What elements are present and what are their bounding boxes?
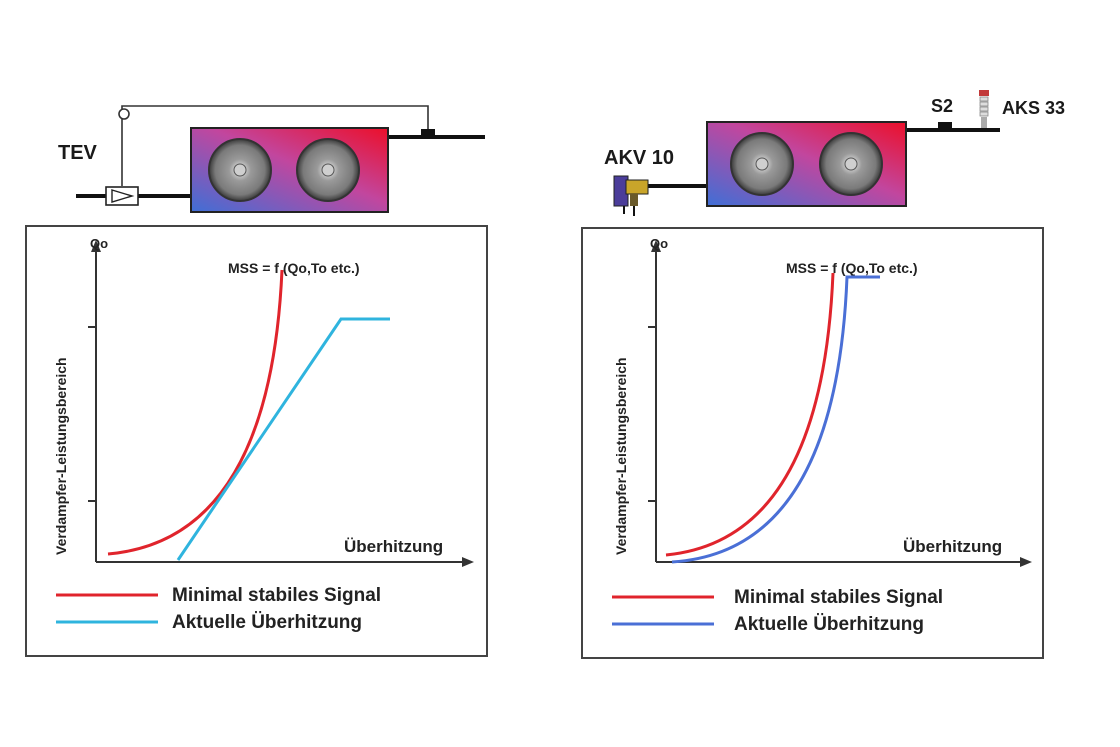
left-chart: Qo Verdampfer-Leistungsbereich Überhitzu… [53,236,474,633]
left-bulb [118,108,130,120]
s2-sensor [938,122,952,130]
left-x-axis-arrow [462,557,474,567]
right-fan-1-icon [730,132,794,196]
right-chart: Qo Verdampfer-Leistungsbereich Überhitzu… [612,236,1032,635]
left-system: TEV [58,105,485,213]
s2-label: S2 [931,96,953,116]
left-mss-curve [107,269,284,556]
right-legend-mss-label: Minimal stabiles Signal [734,587,943,608]
right-system: AKV 10 S2 AKS 33 [604,90,1065,216]
left-y-axis-label: Verdampfer-Leistungsbereich [53,357,69,555]
left-chart-frame [25,225,488,657]
right-mss-curve [665,272,835,557]
tev-label: TEV [58,142,98,164]
aks33-transmitter-icon [979,90,989,128]
left-fan-2-icon [296,138,360,202]
right-y-axis-arrow [651,240,661,252]
right-evaporator [706,121,907,207]
left-x-axis-label: Überhitzung [344,537,443,556]
left-legend-superheat-label: Aktuelle Überhitzung [172,612,362,633]
right-x-axis-label: Überhitzung [903,537,1002,556]
right-y-axis-top-label: Qo [650,236,668,251]
right-legend-superheat-label: Aktuelle Überhitzung [734,614,924,635]
left-capillary-line [121,105,429,186]
left-sensor-bulb [421,129,435,137]
left-y-axis-top-label: Qo [90,236,108,251]
left-mss-label: MSS = f (Qo,To etc.) [228,260,360,276]
left-evaporator [190,127,389,213]
aks33-label: AKS 33 [1002,98,1065,118]
left-superheat-curve [176,317,390,561]
akv-valve-icon [613,175,649,216]
right-chart-frame [581,227,1044,659]
right-x-axis-arrow [1020,557,1032,567]
tev-valve [105,186,139,206]
right-fan-2-icon [819,132,883,196]
akv-label: AKV 10 [604,147,674,169]
right-y-axis-label: Verdampfer-Leistungsbereich [613,357,629,555]
right-mss-label: MSS = f (Qo,To etc.) [786,260,918,276]
left-legend-mss-label: Minimal stabiles Signal [172,585,381,606]
left-y-axis-arrow [91,240,101,252]
right-superheat-curve [671,275,880,564]
right-legend: Minimal stabiles Signal Aktuelle Überhit… [612,587,943,635]
left-fan-1-icon [208,138,272,202]
left-legend: Minimal stabiles Signal Aktuelle Überhit… [56,585,381,633]
